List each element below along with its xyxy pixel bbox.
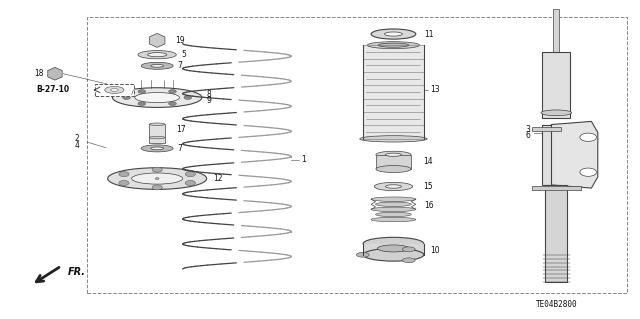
Ellipse shape — [403, 258, 415, 263]
Bar — [150, 124, 165, 143]
Text: 6: 6 — [525, 131, 531, 140]
Ellipse shape — [367, 42, 419, 49]
Text: 19: 19 — [175, 36, 185, 45]
Text: 1: 1 — [301, 155, 305, 164]
Ellipse shape — [376, 212, 412, 217]
Text: 5: 5 — [181, 50, 186, 59]
Ellipse shape — [376, 151, 411, 158]
Bar — [553, 9, 559, 51]
Text: 13: 13 — [431, 85, 440, 94]
Text: 10: 10 — [431, 246, 440, 255]
Ellipse shape — [132, 173, 182, 184]
Polygon shape — [149, 33, 165, 48]
Circle shape — [580, 168, 596, 176]
Ellipse shape — [378, 43, 409, 47]
Ellipse shape — [141, 62, 173, 69]
Circle shape — [152, 185, 163, 190]
Text: 8: 8 — [207, 90, 212, 99]
Text: B-27-10: B-27-10 — [36, 85, 69, 94]
Text: 14: 14 — [423, 157, 433, 166]
Ellipse shape — [385, 185, 401, 188]
Polygon shape — [542, 124, 551, 185]
Text: 18: 18 — [35, 69, 44, 78]
Ellipse shape — [113, 88, 202, 108]
Ellipse shape — [371, 217, 416, 222]
Text: 17: 17 — [176, 125, 186, 134]
Ellipse shape — [135, 93, 179, 103]
Ellipse shape — [138, 50, 176, 59]
Ellipse shape — [105, 86, 124, 93]
Text: FR.: FR. — [68, 267, 86, 278]
Text: 4: 4 — [75, 141, 80, 150]
Ellipse shape — [371, 207, 416, 211]
Text: 3: 3 — [525, 125, 531, 134]
Ellipse shape — [403, 247, 415, 252]
Ellipse shape — [363, 249, 424, 261]
Circle shape — [152, 167, 163, 172]
Bar — [376, 155, 411, 169]
Bar — [363, 244, 424, 255]
Ellipse shape — [150, 136, 165, 139]
Circle shape — [169, 90, 176, 93]
Ellipse shape — [360, 136, 427, 142]
Bar — [542, 124, 570, 185]
Bar — [363, 45, 424, 139]
Circle shape — [185, 172, 195, 177]
Ellipse shape — [385, 32, 403, 36]
Text: 2: 2 — [75, 134, 80, 143]
Text: 16: 16 — [424, 201, 434, 210]
Ellipse shape — [111, 88, 118, 91]
Circle shape — [156, 178, 159, 180]
Ellipse shape — [374, 182, 413, 191]
Circle shape — [580, 133, 596, 141]
Text: 7: 7 — [177, 144, 182, 153]
Ellipse shape — [371, 197, 416, 201]
FancyBboxPatch shape — [95, 84, 134, 96]
Bar — [532, 187, 580, 190]
Ellipse shape — [108, 168, 207, 189]
Text: TE04B2800: TE04B2800 — [536, 300, 577, 308]
Ellipse shape — [363, 237, 424, 250]
Ellipse shape — [376, 202, 412, 206]
Ellipse shape — [151, 64, 164, 67]
Bar — [542, 51, 570, 118]
Ellipse shape — [148, 53, 167, 57]
Bar — [545, 185, 567, 282]
Polygon shape — [551, 122, 598, 188]
Circle shape — [119, 181, 129, 186]
Circle shape — [184, 96, 191, 100]
Ellipse shape — [356, 252, 369, 257]
Circle shape — [123, 96, 131, 100]
Ellipse shape — [371, 29, 416, 39]
Circle shape — [138, 90, 146, 93]
Circle shape — [138, 102, 146, 106]
Ellipse shape — [151, 147, 164, 150]
Circle shape — [169, 102, 176, 106]
Ellipse shape — [541, 110, 572, 116]
Ellipse shape — [378, 245, 410, 252]
Ellipse shape — [385, 153, 401, 156]
Circle shape — [185, 181, 195, 186]
Text: 9: 9 — [207, 96, 212, 105]
Circle shape — [119, 172, 129, 177]
Text: 7: 7 — [177, 61, 182, 70]
Ellipse shape — [376, 166, 411, 173]
Text: 15: 15 — [423, 182, 433, 191]
Ellipse shape — [150, 123, 165, 125]
Bar — [532, 127, 561, 131]
Text: 11: 11 — [424, 30, 433, 39]
Polygon shape — [48, 67, 62, 80]
Text: 12: 12 — [213, 174, 223, 183]
Ellipse shape — [141, 145, 173, 152]
